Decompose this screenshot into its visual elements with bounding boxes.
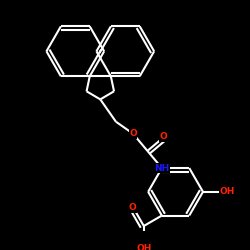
Text: OH: OH: [219, 187, 235, 196]
Text: OH: OH: [136, 244, 152, 250]
Text: O: O: [129, 203, 136, 212]
Text: NH: NH: [154, 164, 170, 172]
Text: O: O: [129, 129, 137, 138]
Text: O: O: [160, 132, 167, 141]
